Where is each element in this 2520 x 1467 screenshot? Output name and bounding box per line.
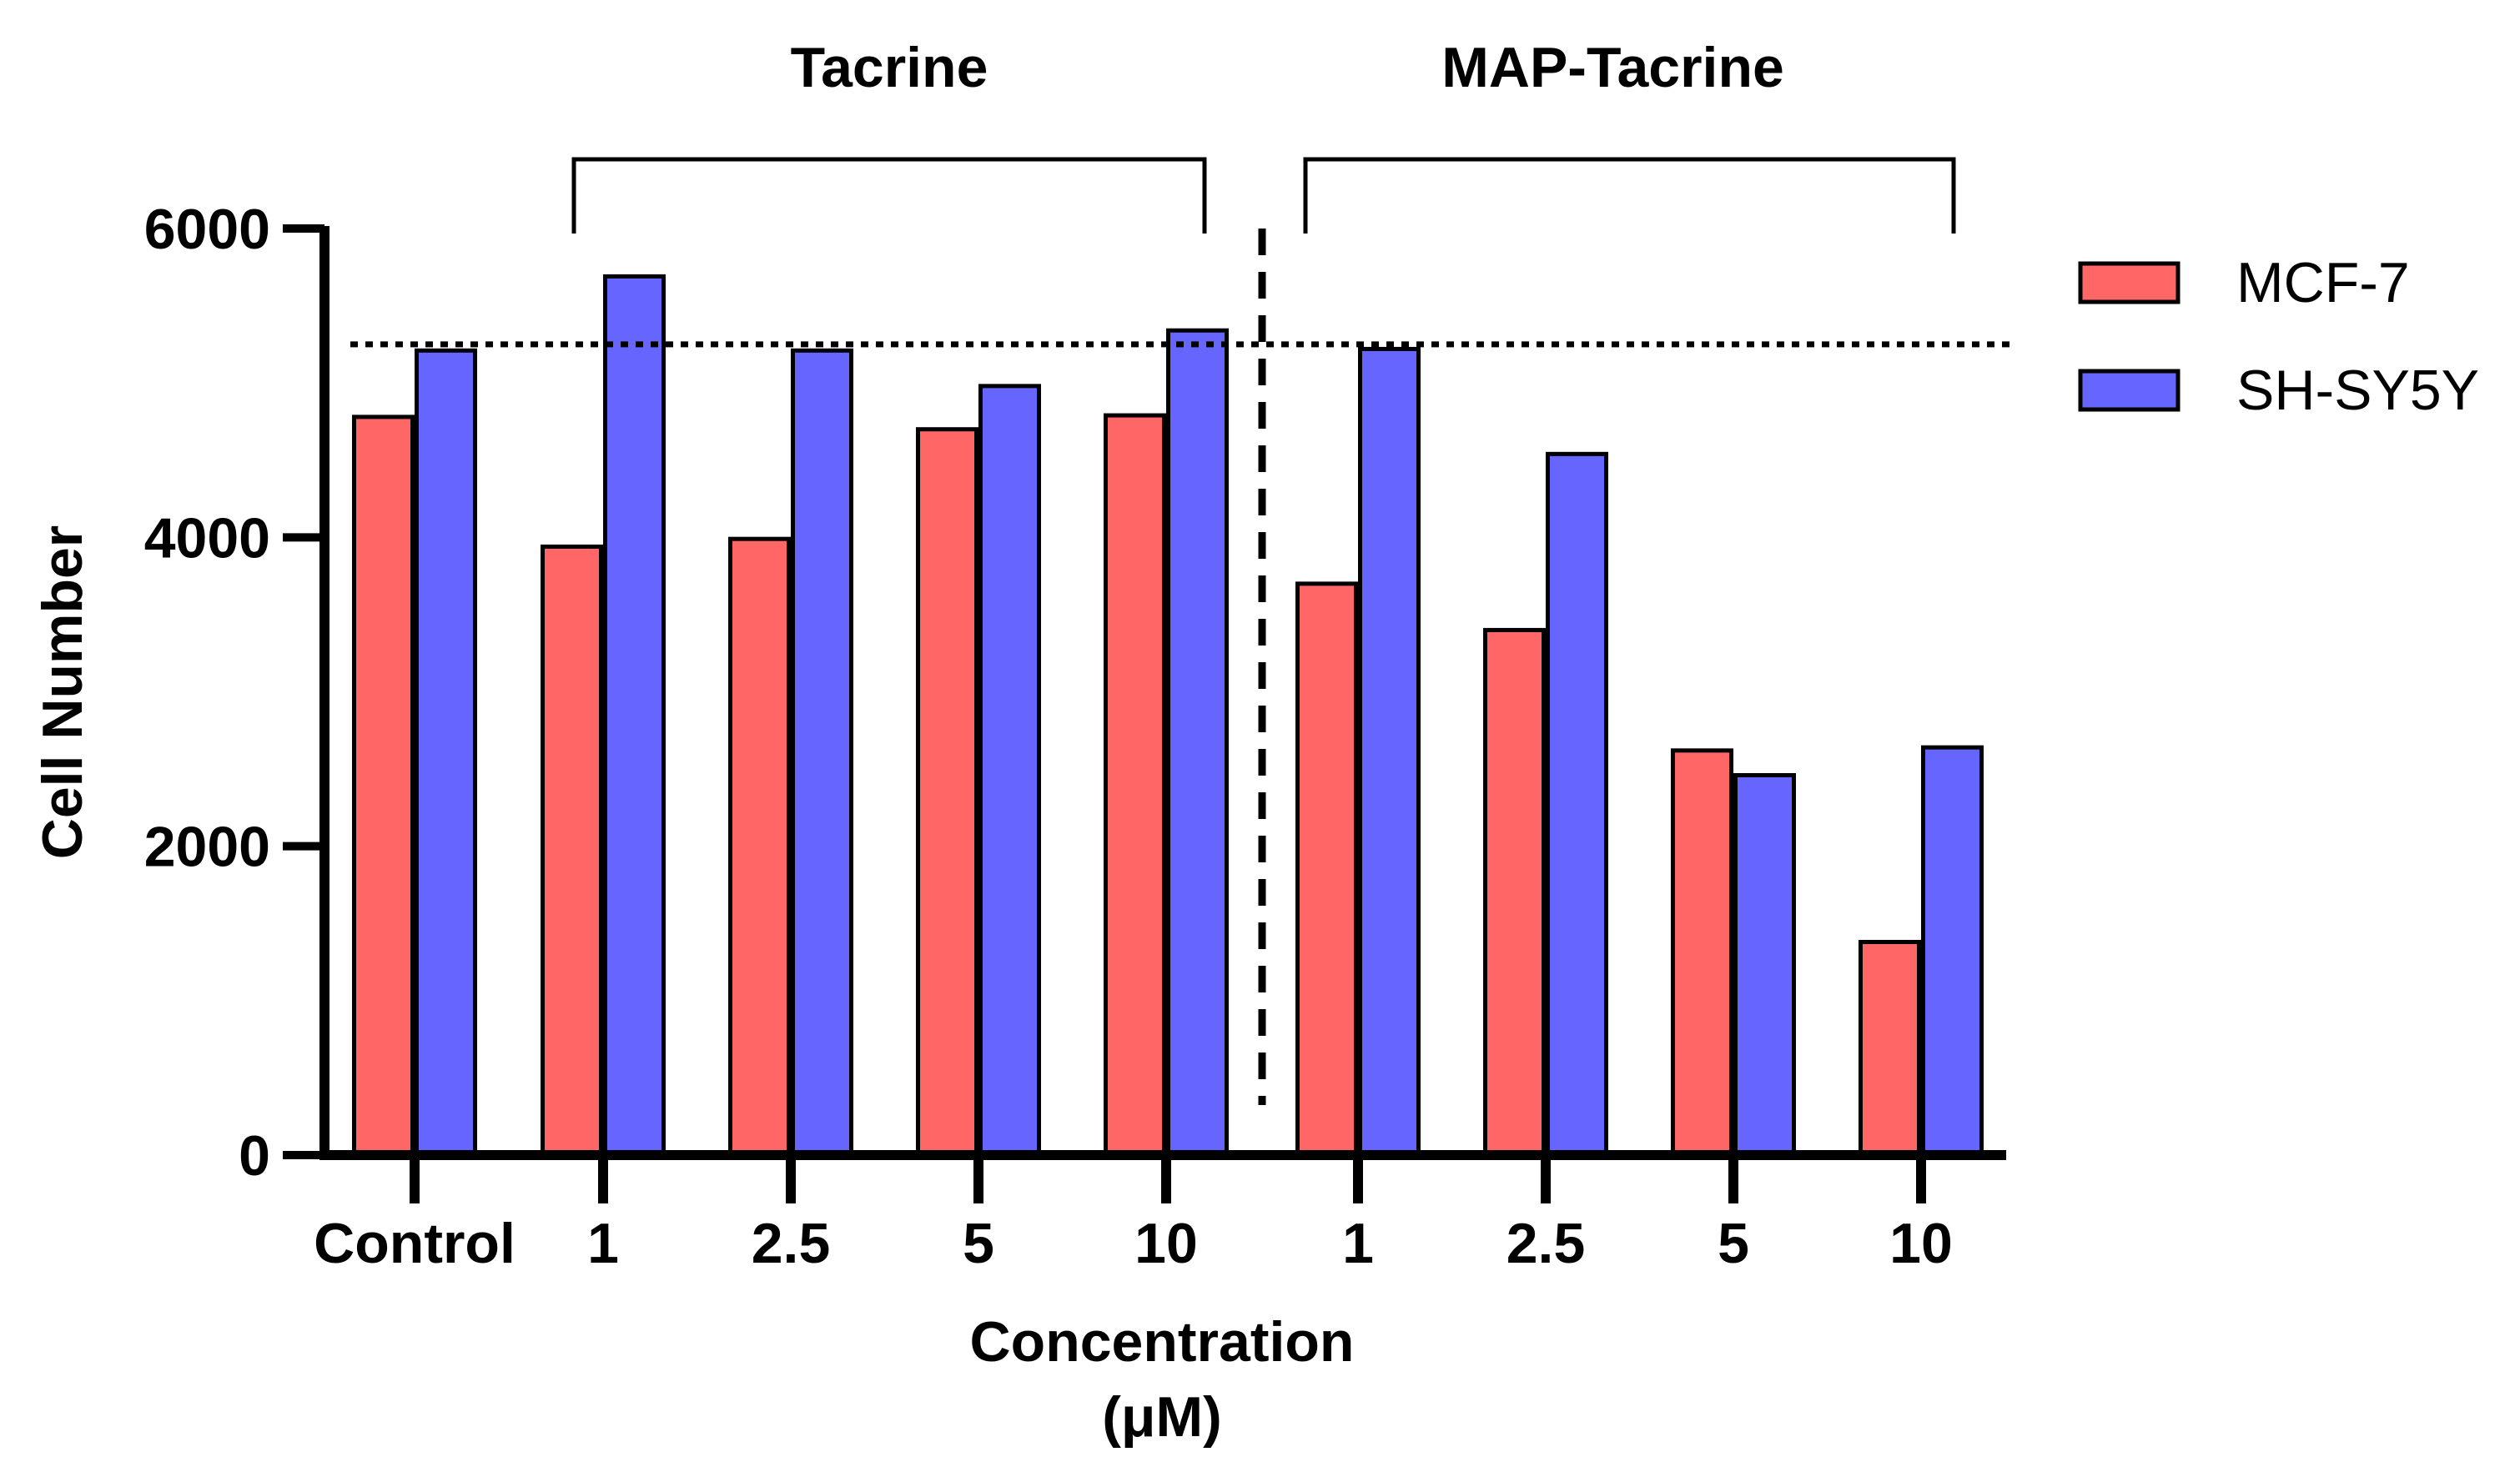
bar-shsy5y-2: [791, 348, 853, 1158]
bar-mcf7-1: [541, 544, 603, 1158]
bar-mcf7-3: [916, 427, 978, 1158]
y-tick-label-1: 2000: [144, 816, 270, 879]
reference-line-group: [350, 229, 2010, 1105]
legend-label-shsy5y: SH-SY5Y: [2236, 359, 2479, 422]
map-tacrine-group-label: MAP-Tacrine: [1441, 36, 1784, 99]
x-tick-label-2: 2.5: [752, 1212, 831, 1275]
bar-mcf7-7: [1671, 748, 1733, 1158]
x-tick-label-3: 5: [963, 1212, 994, 1275]
legend-label-mcf7: MCF-7: [2236, 251, 2410, 314]
x-axis-title-line2: (μM): [1102, 1385, 1222, 1449]
tacrine-group-label: Tacrine: [791, 36, 988, 99]
tacrine-bracket: [571, 157, 1207, 234]
y-axis-title: Cell Number: [31, 525, 94, 860]
bar-shsy5y-3: [978, 384, 1041, 1158]
group-brackets: Tacrine MAP-Tacrine: [571, 36, 1956, 234]
x-tick-label-7: 5: [1718, 1212, 1749, 1275]
bar-shsy5y-8: [1921, 745, 1984, 1158]
x-tick-label-8: 10: [1889, 1212, 1953, 1275]
bar-shsy5y-1: [603, 274, 666, 1158]
x-tick-label-5: 1: [1342, 1212, 1374, 1275]
bar-shsy5y-4: [1166, 328, 1229, 1158]
legend-swatch-shsy5y: [2078, 369, 2180, 412]
y-tick-label-2: 4000: [144, 506, 270, 570]
bar-mcf7-2: [728, 536, 791, 1158]
x-tick-label-6: 2.5: [1506, 1212, 1586, 1275]
x-axis-title-line1: Concentration: [970, 1310, 1355, 1374]
map-tacrine-bracket: [1303, 157, 1956, 234]
bar-shsy5y-7: [1733, 772, 1796, 1158]
x-tick-label-4: 10: [1134, 1212, 1198, 1275]
ticks-group: 0 2000 4000 6000 Control 1 2.5 5 10 1 2.5 5 10: [144, 198, 1953, 1275]
legend: MCF-7 SH-SY5Y: [2078, 251, 2479, 422]
bar-mcf7-0: [352, 414, 415, 1158]
bar-shsy5y-5: [1358, 346, 1421, 1158]
x-tick-label-0: Control: [314, 1212, 516, 1275]
bar-shsy5y-0: [415, 348, 477, 1158]
x-tick-label-1: 1: [587, 1212, 619, 1275]
y-tick-label-0: 0: [239, 1124, 270, 1188]
bar-mcf7-6: [1483, 627, 1546, 1158]
bar-mcf7-8: [1859, 939, 1921, 1158]
bar-mcf7-5: [1295, 581, 1358, 1158]
bar-shsy5y-6: [1546, 451, 1608, 1158]
bars-group: [352, 274, 1984, 1158]
bar-mcf7-4: [1104, 413, 1166, 1158]
legend-swatch-mcf7: [2078, 261, 2180, 304]
y-tick-label-3: 6000: [144, 198, 270, 261]
